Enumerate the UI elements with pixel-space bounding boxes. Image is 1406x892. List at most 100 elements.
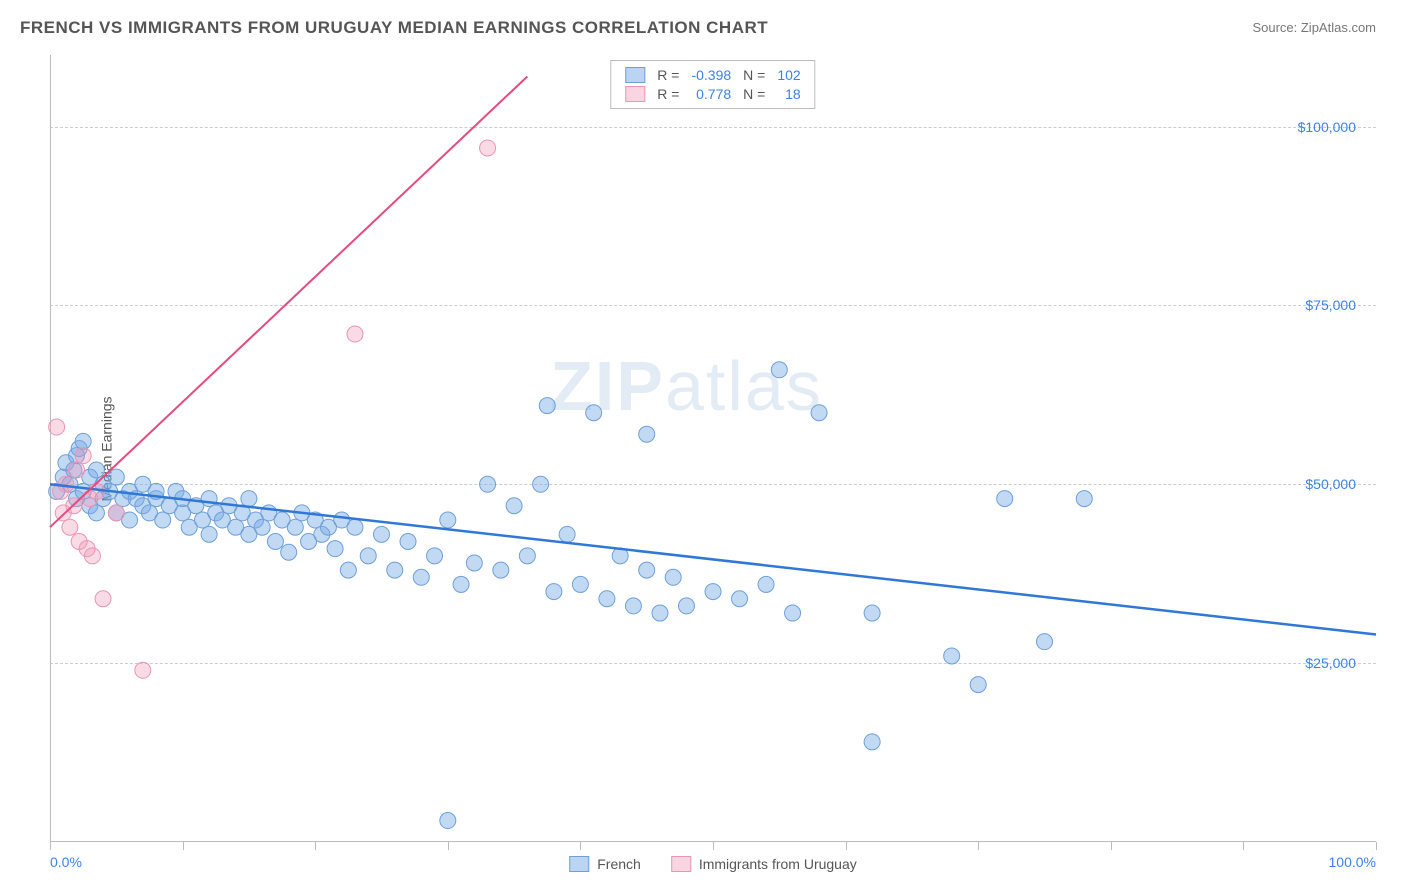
chart-title: FRENCH VS IMMIGRANTS FROM URUGUAY MEDIAN… [20, 18, 768, 38]
scatter-point [327, 541, 343, 557]
legend-swatch-pink [671, 856, 691, 872]
scatter-point [997, 491, 1013, 507]
scatter-point [75, 448, 91, 464]
scatter-point [75, 433, 91, 449]
x-tick-mark [315, 842, 316, 850]
scatter-point [387, 562, 403, 578]
stats-r-blue: -0.398 [691, 67, 731, 83]
scatter-point [194, 512, 210, 528]
scatter-point [254, 519, 270, 535]
scatter-point [440, 512, 456, 528]
scatter-point [267, 534, 283, 550]
scatter-point [58, 455, 74, 471]
scatter-point [181, 519, 197, 535]
scatter-point [586, 405, 602, 421]
stats-n-pink: 18 [777, 86, 800, 102]
trend-line [50, 484, 1376, 634]
scatter-point [287, 519, 303, 535]
scatter-point [519, 548, 535, 564]
scatter-point [625, 598, 641, 614]
scatter-point [148, 491, 164, 507]
scatter-point [228, 519, 244, 535]
scatter-point [307, 512, 323, 528]
scatter-point [970, 677, 986, 693]
scatter-point [493, 562, 509, 578]
scatter-point [639, 562, 655, 578]
x-tick-mark [978, 842, 979, 850]
scatter-point [360, 548, 376, 564]
y-tick-label: $25,000 [1305, 655, 1356, 671]
scatter-point [102, 483, 118, 499]
watermark-atlas: atlas [665, 347, 823, 425]
scatter-point [214, 512, 230, 528]
trend-line [50, 76, 527, 527]
scatter-point [88, 505, 104, 521]
scatter-point [241, 526, 257, 542]
scatter-point [221, 498, 237, 514]
scatter-point [639, 426, 655, 442]
x-tick-mark [713, 842, 714, 850]
watermark: ZIPatlas [550, 346, 823, 426]
scatter-point [71, 534, 87, 550]
scatter-point [320, 519, 336, 535]
scatter-point [108, 505, 124, 521]
x-tick-mark [1243, 842, 1244, 850]
scatter-point [69, 448, 85, 464]
scatter-point [347, 326, 363, 342]
x-tick-mark [846, 842, 847, 850]
scatter-point [201, 526, 217, 542]
scatter-point [188, 498, 204, 514]
x-tick-label: 0.0% [50, 854, 82, 870]
scatter-point [413, 569, 429, 585]
scatter-point [175, 505, 191, 521]
scatter-point [301, 534, 317, 550]
scatter-point [82, 469, 98, 485]
scatter-point [201, 491, 217, 507]
scatter-point [453, 576, 469, 592]
scatter-point [241, 491, 257, 507]
scatter-point [234, 505, 250, 521]
scatter-point [108, 469, 124, 485]
scatter-point [758, 576, 774, 592]
scatter-point [559, 526, 575, 542]
scatter-point [427, 548, 443, 564]
gridline [50, 305, 1376, 306]
y-tick-label: $100,000 [1298, 119, 1356, 135]
y-axis-line [50, 55, 51, 842]
scatter-point [546, 584, 562, 600]
scatter-point [69, 462, 85, 478]
scatter-point [705, 584, 721, 600]
x-tick-label: 100.0% [1329, 854, 1376, 870]
stats-n-blue: 102 [777, 67, 800, 83]
x-tick-mark [1376, 842, 1377, 850]
scatter-point [71, 441, 87, 457]
scatter-point [66, 462, 82, 478]
x-tick-mark [580, 842, 581, 850]
scatter-point [374, 526, 390, 542]
scatter-point [88, 462, 104, 478]
scatter-point [135, 498, 151, 514]
x-tick-mark [1111, 842, 1112, 850]
scatter-point [82, 491, 98, 507]
scatter-point [69, 491, 85, 507]
gridline [50, 663, 1376, 664]
scatter-point [79, 541, 95, 557]
scatter-point [944, 648, 960, 664]
scatter-point [652, 605, 668, 621]
scatter-point [864, 605, 880, 621]
scatter-point [347, 519, 363, 535]
scatter-point [480, 140, 496, 156]
chart-area: Median Earnings ZIPatlas R = -0.398 N = … [50, 55, 1376, 842]
bottom-legend: French Immigrants from Uruguay [569, 856, 857, 872]
scatter-point [665, 569, 681, 585]
scatter-point [135, 662, 151, 678]
scatter-point [148, 483, 164, 499]
scatter-point [128, 491, 144, 507]
x-tick-mark [448, 842, 449, 850]
scatter-point [155, 512, 171, 528]
scatter-point [175, 491, 191, 507]
scatter-point [539, 398, 555, 414]
scatter-point [62, 519, 78, 535]
scatter-point [281, 544, 297, 560]
gridline [50, 484, 1376, 485]
